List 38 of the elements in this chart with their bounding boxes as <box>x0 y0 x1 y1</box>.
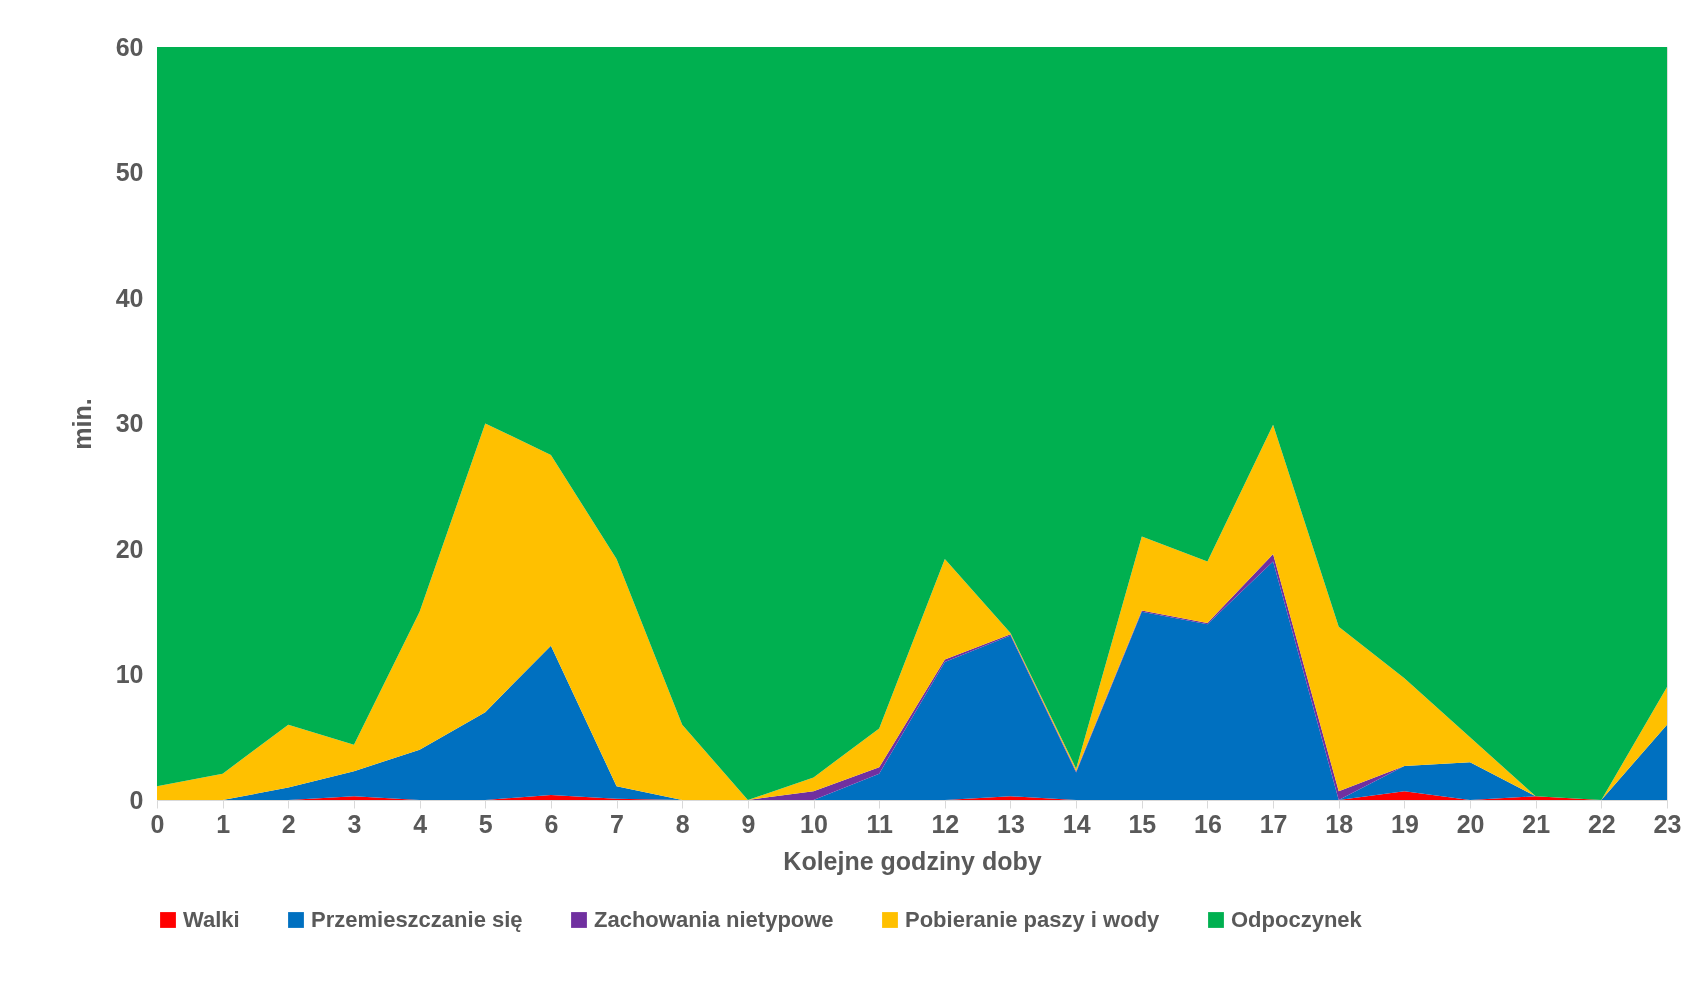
x-tick-label: 10 <box>800 809 828 838</box>
y-tick-label: 40 <box>115 283 144 312</box>
x-tick-label: 12 <box>931 809 960 838</box>
x-tick-label: 19 <box>1390 809 1419 838</box>
x-tick-label: 11 <box>866 809 893 838</box>
x-tick-label: 1 <box>216 809 231 838</box>
x-tick-label: 9 <box>741 809 756 838</box>
x-tick-label: 2 <box>281 809 296 838</box>
x-tick-label: 0 <box>150 809 165 838</box>
legend-label: Walki <box>183 907 240 932</box>
x-tick-label: 21 <box>1522 809 1551 838</box>
legend-label: Pobieranie paszy i wody <box>905 907 1161 932</box>
x-tick-label: 14 <box>1062 809 1091 838</box>
x-tick-label: 20 <box>1456 809 1485 838</box>
x-tick-label: 13 <box>997 809 1025 838</box>
x-tick-label: 5 <box>478 809 493 838</box>
y-tick-label: 50 <box>115 158 144 186</box>
x-tick-label: 3 <box>347 809 362 838</box>
x-tick-label: 4 <box>413 809 428 838</box>
y-tick-label: 0 <box>129 785 144 814</box>
x-tick-label: 6 <box>544 809 559 838</box>
y-axis-title: min. <box>67 398 96 450</box>
legend-label: Odpoczynek <box>1231 907 1363 932</box>
legend-label: Przemieszczanie się <box>311 907 523 932</box>
x-tick-label: 22 <box>1587 809 1616 838</box>
x-tick-label: 17 <box>1259 809 1288 838</box>
y-tick-label: 30 <box>115 409 144 437</box>
x-tick-label: 7 <box>610 809 625 838</box>
x-tick-label: 8 <box>675 809 690 838</box>
legend-label: Zachowania nietypowe <box>594 907 834 932</box>
y-tick-label: 60 <box>115 32 144 61</box>
x-tick-label: 15 <box>1128 809 1157 838</box>
y-tick-label: 20 <box>115 534 144 563</box>
y-tick-label: 10 <box>115 660 144 688</box>
x-tick-label: 23 <box>1653 809 1682 838</box>
x-tick-label: 18 <box>1325 809 1354 838</box>
x-tick-label: 16 <box>1194 809 1222 838</box>
x-axis-title: Kolejne godziny doby <box>783 846 1042 875</box>
